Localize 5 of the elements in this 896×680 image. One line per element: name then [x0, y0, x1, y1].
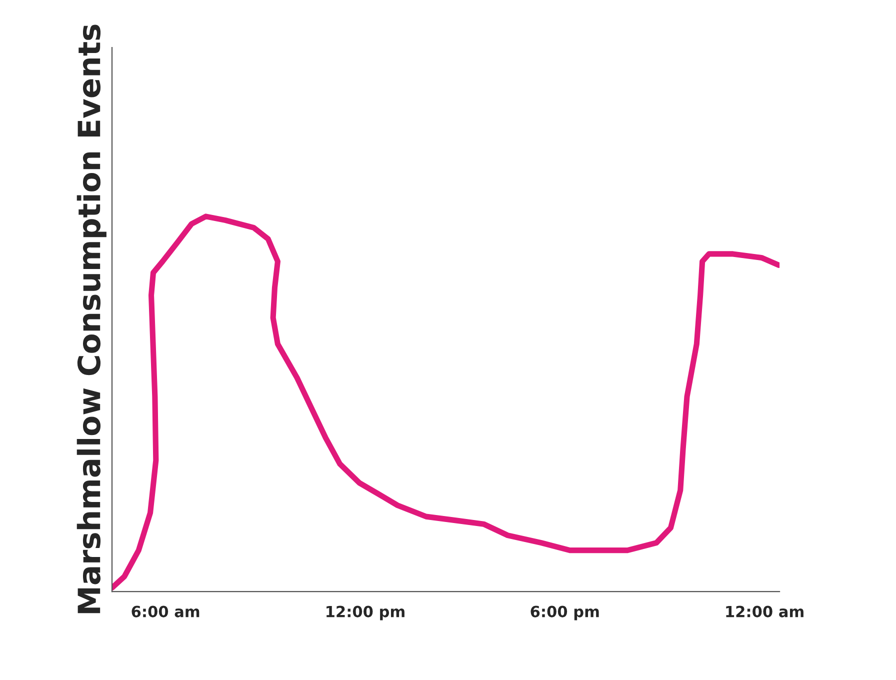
x-tick-label: 12:00 pm [326, 606, 404, 620]
x-tick-label: 6:00 am [132, 606, 200, 618]
x-tick-label: 12:00 am [726, 606, 804, 618]
y-axis-title: Marshmallow Consumption Events [76, 24, 106, 614]
x-tick-label: 6:00 pm [530, 606, 599, 620]
